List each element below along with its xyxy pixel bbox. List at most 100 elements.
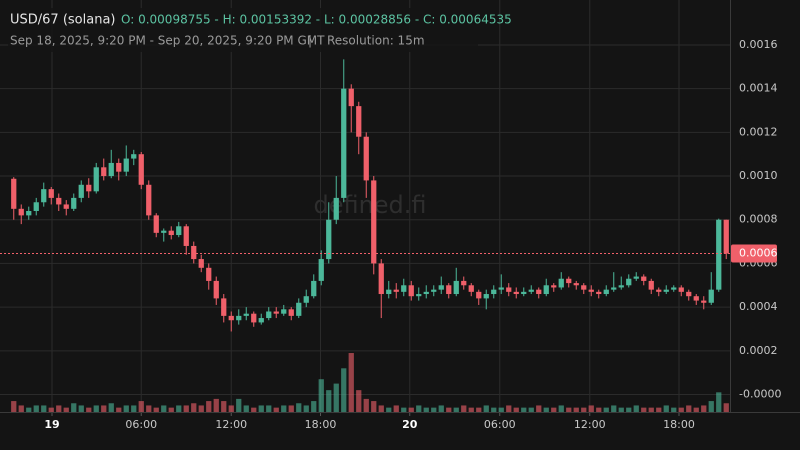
y-tick-label: 0.0008 — [739, 213, 778, 226]
candle-body — [251, 313, 257, 323]
volume-bar — [633, 405, 639, 412]
candle-body — [101, 167, 107, 177]
candle-body — [641, 276, 647, 281]
candle-body — [663, 289, 669, 292]
volume-bar — [63, 407, 69, 412]
candle-body — [633, 276, 639, 279]
candle-body — [146, 184, 152, 216]
volume-bar — [221, 401, 227, 412]
volume-bar — [48, 407, 54, 412]
x-tick-label: 12:00 — [215, 418, 247, 431]
candle-body — [281, 309, 287, 314]
volume-bar — [491, 407, 497, 412]
volume-bar — [678, 407, 684, 412]
candle-body — [476, 291, 482, 299]
candle-body — [543, 285, 549, 295]
volume-bar — [146, 405, 152, 412]
candle-body — [611, 287, 617, 290]
candle-body — [228, 315, 234, 321]
candle-body — [18, 208, 24, 216]
y-tick-label: 0.0016 — [739, 38, 778, 51]
volume-bar — [431, 407, 437, 412]
candle-body — [558, 278, 564, 288]
volume-bar — [648, 407, 654, 412]
candle-body — [11, 178, 17, 209]
candle-body — [678, 287, 684, 292]
watermark: defined.fi — [313, 191, 426, 219]
candle-body — [671, 287, 677, 290]
candle-body — [243, 313, 249, 316]
candle-body — [78, 184, 84, 198]
candle-body — [596, 291, 602, 295]
x-tick-label: 20 — [402, 418, 418, 431]
volume-bar — [198, 405, 204, 412]
volume-bar — [423, 407, 429, 412]
candle-body — [168, 230, 174, 236]
last-price-label: 0.0006 — [739, 247, 778, 260]
volume-bar — [588, 405, 594, 412]
volume-bar — [671, 407, 677, 412]
volume-bar — [551, 407, 557, 412]
volume-bar — [581, 407, 587, 412]
separator: | — [308, 34, 312, 48]
volume-bar — [101, 405, 107, 412]
candle-body — [618, 285, 624, 288]
volume-bar — [183, 405, 189, 412]
volume-bar — [318, 379, 324, 412]
candle-body — [468, 285, 474, 292]
volume-bar — [281, 405, 287, 412]
candle-body — [273, 311, 279, 314]
volume-bar — [153, 407, 159, 412]
volume-bar — [228, 405, 234, 412]
candle-body — [48, 189, 54, 198]
x-tick-label: 12:00 — [574, 418, 606, 431]
candle-body — [363, 136, 369, 181]
volume-bar — [123, 405, 129, 412]
volume-bar — [191, 403, 197, 412]
candle-body — [108, 162, 114, 177]
candle-body — [716, 219, 722, 290]
volume-bar — [378, 405, 384, 412]
candle-body — [401, 285, 407, 292]
y-tick-label: 0.0010 — [739, 169, 778, 182]
candle-body — [153, 215, 159, 233]
volume-bar — [251, 407, 257, 412]
candle-body — [123, 158, 129, 172]
volume-bar — [311, 401, 317, 412]
candle-body — [303, 296, 309, 303]
date-range: Sep 18, 2025, 9:20 PM - Sep 20, 2025, 9:… — [10, 34, 325, 48]
volume-bar — [71, 403, 77, 412]
volume-bar — [78, 405, 84, 412]
candle-body — [386, 289, 392, 295]
volume-bar — [371, 401, 377, 412]
volume-bar — [258, 405, 264, 412]
candle-body — [393, 289, 399, 292]
y-tick-label: 0.0002 — [739, 344, 778, 357]
candle-body — [333, 197, 339, 220]
symbol: USD/67 (solana) — [10, 13, 116, 28]
volume-bar — [693, 407, 699, 412]
volume-bar — [363, 398, 369, 412]
volume-bar — [566, 407, 572, 412]
x-tick-label: 06:00 — [484, 418, 516, 431]
volume-bar — [611, 405, 617, 412]
volume-bar — [303, 405, 309, 412]
volume-bar — [356, 390, 362, 412]
candle-body — [311, 280, 317, 297]
candle-body — [236, 315, 242, 321]
volume-bar — [596, 407, 602, 412]
volume-bar — [446, 407, 452, 412]
volume-bar — [558, 405, 564, 412]
candle-body — [326, 219, 332, 260]
volume-bar — [686, 405, 692, 412]
volume-bar — [656, 407, 662, 412]
volume-bar — [266, 405, 272, 412]
candle-body — [206, 267, 212, 281]
volume-bar — [116, 407, 122, 412]
candle-body — [438, 285, 444, 290]
candle-body — [536, 289, 542, 295]
volume-bar — [18, 405, 24, 412]
volume-bar — [438, 405, 444, 412]
candle-body — [93, 167, 99, 192]
